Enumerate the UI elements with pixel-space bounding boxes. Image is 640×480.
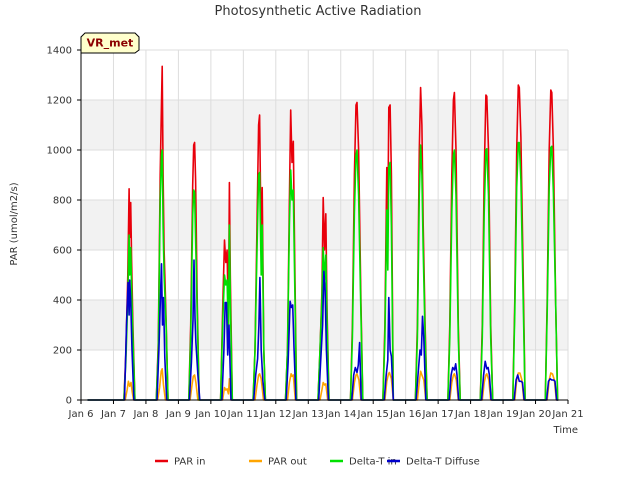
y-tick-label: 1200 — [47, 96, 72, 107]
x-tick-label: Jan 21 — [551, 409, 583, 420]
badge-shape — [80, 32, 140, 54]
x-tick-label: Jan 12 — [259, 409, 291, 420]
y-tick-label: 800 — [53, 196, 72, 207]
x-tick-label: Jan 14 — [324, 409, 356, 420]
legend-label: PAR in — [174, 457, 205, 468]
y-tick-label: 1400 — [47, 46, 72, 57]
y-tick-label: 600 — [53, 246, 72, 257]
x-tick-label: Jan 17 — [421, 409, 453, 420]
y-tick-label: 1000 — [47, 146, 72, 157]
y-tick-label: 200 — [53, 346, 72, 357]
badge-label: VR_met — [87, 37, 134, 50]
legend-label: Delta-T Diffuse — [406, 457, 480, 468]
x-tick-label: Jan 16 — [389, 409, 421, 420]
legend: PAR in PAR out Delta-T in Delta-T Diffuse — [155, 457, 480, 468]
axes — [80, 50, 568, 401]
legend-label: PAR out — [268, 457, 307, 468]
chart-title: Photosynthetic Active Radiation — [215, 4, 422, 19]
band-0 — [81, 300, 568, 350]
x-ticks: Jan 6 Jan 7 Jan 8 Jan 9 Jan 10 Jan 11 Jan 12 Ja… — [68, 400, 584, 420]
x-tick-label: Jan 18 — [454, 409, 486, 420]
x-tick-label: Jan 20 — [519, 409, 551, 420]
x-axis-label: Time — [553, 425, 578, 436]
vr-met-badge: VR_met — [80, 32, 140, 54]
x-tick-label: Jan 7 — [100, 409, 126, 420]
x-tick-label: Jan 11 — [227, 409, 259, 420]
x-tick-label: Jan 19 — [486, 409, 518, 420]
x-tick-label: Jan 9 — [165, 409, 191, 420]
y-ticks: 0 200 400 600 800 1000 1200 1400 — [47, 46, 81, 407]
x-tick-label: Jan 10 — [194, 409, 226, 420]
y-tick-label: 0 — [66, 396, 72, 407]
x-tick-label: Jan 8 — [132, 409, 158, 420]
legend-item-delta-t-in: Delta-T in — [330, 457, 397, 468]
legend-item-delta-t-diffuse: Delta-T Diffuse — [387, 457, 480, 468]
x-tick-label: Jan 13 — [292, 409, 324, 420]
legend-item-par-out: PAR out — [249, 457, 307, 468]
band-2 — [81, 100, 568, 150]
y-tick-label: 400 — [53, 296, 72, 307]
y-axis-label: PAR (umol/m2/s) — [9, 182, 20, 265]
x-tick-label: Jan 6 — [68, 409, 94, 420]
legend-item-par-in: PAR in — [155, 457, 205, 468]
x-tick-label: Jan 15 — [357, 409, 389, 420]
legend-label: Delta-T in — [349, 457, 397, 468]
